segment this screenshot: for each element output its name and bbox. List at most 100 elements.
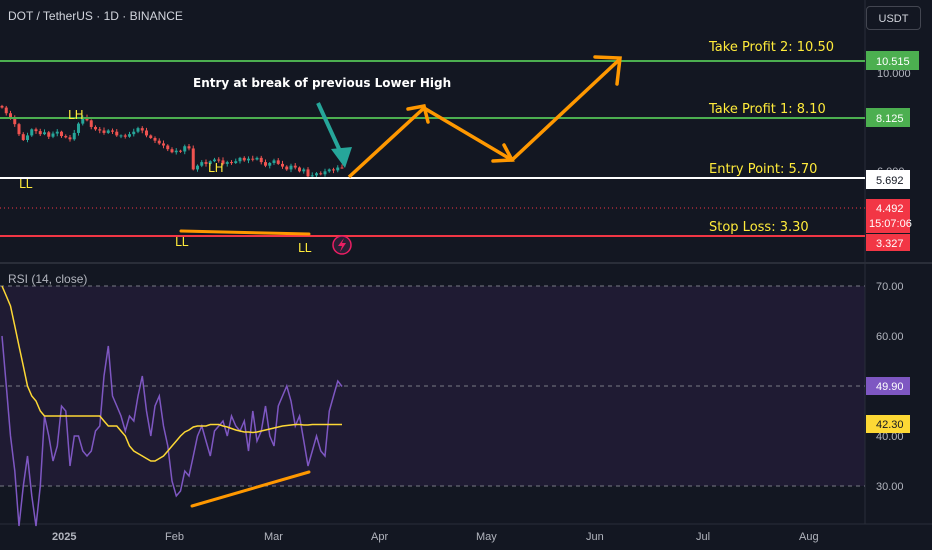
candle-body: [238, 157, 242, 162]
candle-body: [30, 129, 34, 136]
take-profit-1-label: Take Profit 1: 8.10: [708, 102, 826, 117]
candle-body: [72, 132, 76, 140]
candle-body: [204, 162, 208, 164]
symbol-header[interactable]: DOT / TetherUS · 1D · BINANCE: [8, 9, 183, 23]
candle-body: [132, 131, 136, 135]
candle-body: [298, 167, 301, 172]
rsi-ma-tag: [866, 415, 910, 433]
candle-body: [170, 149, 174, 153]
current-price-tag: [866, 199, 910, 233]
annotation-arrow[interactable]: [316, 102, 342, 152]
take-profit-2-tag-text: 10.515: [876, 56, 910, 68]
candle-body: [302, 169, 306, 172]
candle-body: [315, 173, 318, 176]
candle-body: [149, 135, 153, 139]
rsi-ma-text: 42.30: [876, 419, 904, 431]
entry-annotation: Entry at break of previous Lower High: [193, 76, 451, 90]
candle-body: [34, 129, 38, 132]
candle-body: [55, 131, 59, 134]
candle-body: [94, 126, 97, 130]
candle-body: [196, 165, 199, 170]
projected-path[interactable]: [347, 57, 622, 179]
lower-low-trendline[interactable]: [179, 229, 311, 236]
candle-body: [157, 140, 161, 144]
time-tick-jul: Jul: [696, 531, 710, 543]
entry-point-label: Entry Point: 5.70: [709, 162, 817, 177]
candle-body: [319, 173, 323, 175]
lightning-icon[interactable]: [332, 235, 352, 255]
swing-label-lh-2: LH: [208, 161, 224, 175]
candle-body: [234, 161, 238, 163]
candle-body: [17, 124, 21, 135]
candle-body: [51, 133, 55, 137]
time-tick-aug: Aug: [799, 531, 819, 543]
price-pane[interactable]: [0, 0, 865, 262]
candle-body: [285, 166, 289, 170]
candle-body: [272, 160, 276, 163]
rsi-ma-line: [1, 285, 342, 462]
candle-body: [89, 120, 93, 127]
candle-body: [310, 175, 314, 177]
swing-label-ll-2: LL: [175, 235, 189, 249]
candle-body: [208, 161, 212, 164]
candle-body: [21, 134, 25, 140]
rsi-divergence-trendline[interactable]: [190, 470, 311, 508]
candle-body: [242, 157, 246, 161]
annotation-arrow-head: [331, 147, 352, 168]
stop-loss-tag: [866, 234, 910, 251]
candle-body: [26, 135, 29, 140]
candle-body: [230, 162, 233, 164]
time-tick-2025: 2025: [52, 531, 76, 543]
candle-body: [247, 158, 250, 161]
candle-body: [60, 131, 63, 137]
swing-label-ll-1: LL: [19, 177, 33, 191]
take-profit-1-tag-text: 8.125: [876, 113, 904, 125]
candle-body: [145, 130, 148, 136]
currency-button[interactable]: USDT: [866, 6, 921, 30]
candle-body: [81, 117, 85, 124]
candle-body: [264, 162, 267, 166]
candle-body: [174, 150, 178, 153]
candle-body: [136, 128, 140, 132]
candle-body: [276, 160, 280, 164]
candle-body: [43, 132, 46, 135]
candle-body: [221, 160, 225, 164]
candle-body: [289, 165, 293, 170]
candle-body: [225, 162, 229, 164]
take-profit-2-label: Take Profit 2: 10.50: [708, 40, 834, 55]
rsi-title[interactable]: RSI (14, close): [8, 272, 88, 286]
candle-body: [340, 167, 344, 169]
candle-body: [281, 163, 284, 167]
candle-body: [38, 131, 42, 135]
candle-body: [179, 150, 182, 152]
time-tick-feb: Feb: [165, 531, 184, 543]
candle-body: [336, 167, 340, 171]
price-tick-10: 10.000: [877, 68, 911, 80]
swing-label-lh-1: LH: [68, 108, 84, 122]
take-profit-1-tag: [866, 108, 910, 127]
time-tick-apr: Apr: [371, 531, 388, 543]
candlestick-series: [0, 104, 344, 180]
candle-body: [47, 132, 51, 137]
rsi-tick-70: 70.00: [876, 281, 904, 293]
entry-point-tag-text: 5.692: [876, 175, 904, 187]
candle-body: [183, 146, 187, 152]
candle-body: [0, 105, 4, 108]
rsi-tick-30: 30.00: [876, 481, 904, 493]
candle-body: [153, 138, 157, 141]
candle-body: [4, 107, 8, 114]
candle-body: [102, 130, 106, 133]
candle-body: [64, 136, 68, 138]
candle-body: [9, 113, 12, 119]
candle-body: [98, 129, 102, 131]
projected-arrow-head-3: [593, 55, 622, 86]
candle-body: [123, 135, 127, 137]
candle-body: [68, 137, 72, 140]
rsi-value-tag: [866, 377, 910, 395]
candle-body: [162, 143, 165, 146]
rsi-value-text: 49.90: [876, 381, 904, 393]
stop-loss-label: Stop Loss: 3.30: [709, 220, 809, 235]
stop-loss-tag-text: 3.327: [876, 238, 904, 250]
candle-body: [251, 158, 255, 160]
